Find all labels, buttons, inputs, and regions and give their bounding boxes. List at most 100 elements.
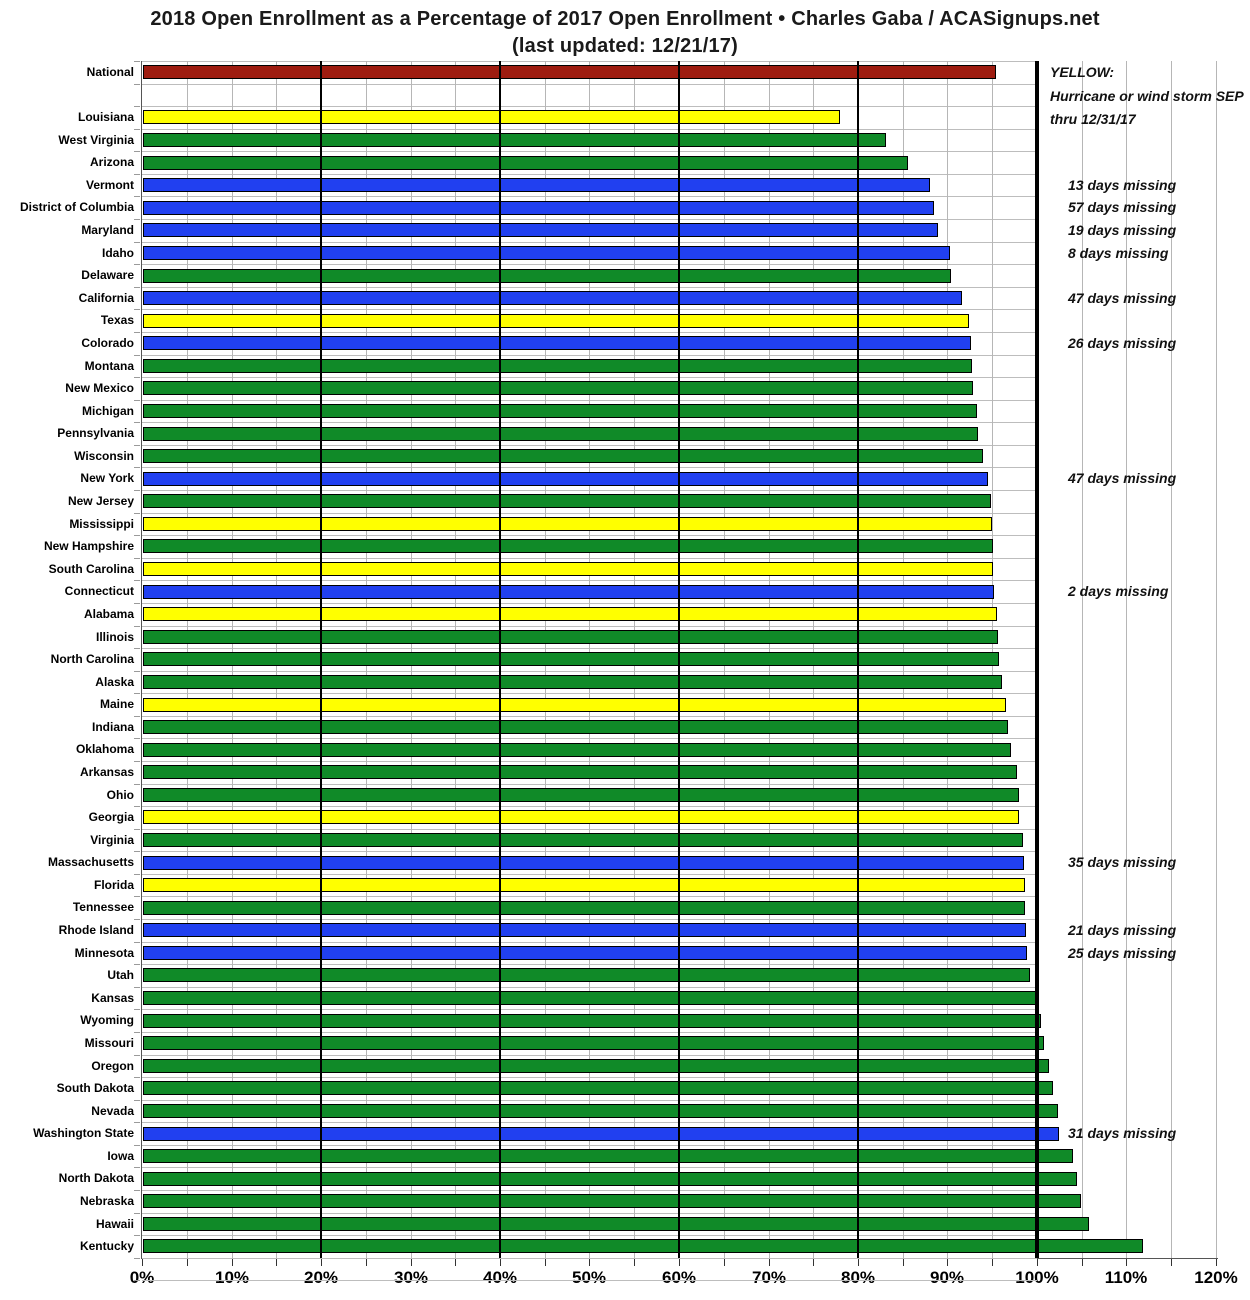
y-axis-tick (134, 467, 140, 468)
state-label-delaware: Delaware (81, 268, 134, 282)
bar-michigan (143, 404, 977, 418)
bar-mississippi (143, 517, 992, 531)
bar-georgia (143, 810, 1019, 824)
x-axis-tick-15pct (276, 1259, 277, 1266)
legend-line-1: YELLOW: (1050, 64, 1115, 80)
x-axis-tick-110pct (1126, 1259, 1127, 1266)
state-label-minnesota: Minnesota (74, 946, 134, 960)
state-label-rhode-island: Rhode Island (58, 923, 134, 937)
y-axis-tick (134, 829, 140, 830)
state-label-north-carolina: North Carolina (50, 652, 134, 666)
y-axis-tick (134, 671, 140, 672)
y-axis-tick (134, 1077, 140, 1078)
legend-line-2: Hurricane or wind storm SEP (1050, 87, 1244, 104)
x-axis-label-30pct: 30% (393, 1268, 429, 1287)
bar-connecticut (143, 585, 994, 599)
plot-area: YELLOW: Hurricane or wind storm SEP thru… (134, 61, 1244, 1281)
state-label-new-york: New York (80, 471, 134, 485)
bar-south-carolina (143, 562, 993, 576)
y-axis-tick (134, 580, 140, 581)
y-axis-tick (134, 1122, 140, 1123)
state-label-missouri: Missouri (84, 1036, 134, 1050)
state-label-oklahoma: Oklahoma (75, 742, 134, 756)
y-axis-tick (134, 648, 140, 649)
bar-south-dakota (143, 1081, 1053, 1095)
annotation-vermont-days-missing: 13 days missing (1068, 177, 1177, 193)
state-label-virginia: Virginia (90, 833, 134, 847)
y-axis-state-labels: National Louisiana West Virginia Arizona Ver… (0, 61, 134, 1258)
state-label-hawaii: Hawaii (95, 1217, 134, 1231)
gridline-105pct (1082, 61, 1083, 1258)
x-axis-tick-25pct (366, 1259, 367, 1266)
y-axis-tick (134, 806, 140, 807)
annotation-district-of-columbia-days-missing: 57 days missing (1068, 199, 1177, 215)
bar-new-mexico (143, 381, 973, 395)
bar-california (143, 291, 962, 305)
y-axis-tick (134, 445, 140, 446)
bar-pennsylvania (143, 427, 978, 441)
state-label-alaska: Alaska (95, 675, 134, 689)
bar-hawaii (143, 1217, 1089, 1231)
bar-new-york (143, 472, 988, 486)
bar-colorado (143, 336, 971, 350)
annotation-connecticut-days-missing: 2 days missing (1068, 583, 1169, 599)
state-label-district-of-columbia: District of Columbia (19, 200, 134, 214)
y-axis-tick (134, 1235, 140, 1236)
bar-washington-state (143, 1127, 1059, 1141)
state-label-alabama: Alabama (83, 607, 134, 621)
x-axis-tick-75pct (813, 1259, 814, 1266)
state-label-west-virginia: West Virginia (58, 133, 134, 147)
y-axis-tick (134, 1055, 140, 1056)
bar-north-carolina (143, 652, 999, 666)
x-axis-tick-85pct (903, 1259, 904, 1266)
x-axis-tick-45pct (545, 1259, 546, 1266)
gridline-major-60pct (678, 61, 680, 1258)
x-axis-tick-55pct (634, 1259, 635, 1266)
x-axis-tick-95pct (992, 1259, 993, 1266)
bar-new-jersey (143, 494, 991, 508)
bar-iowa (143, 1149, 1073, 1163)
annotation-massachusetts-days-missing: 35 days missing (1068, 854, 1177, 870)
y-axis-tick (134, 287, 140, 288)
x-axis-tick-90pct (947, 1259, 948, 1266)
bar-virginia (143, 833, 1023, 847)
state-label-nebraska: Nebraska (79, 1194, 134, 1208)
reference-line-100pct (1035, 61, 1039, 1258)
y-axis-tick (134, 1167, 140, 1168)
annotation-washington-state-days-missing: 31 days missing (1068, 1125, 1177, 1141)
state-label-nevada: Nevada (91, 1104, 134, 1118)
state-label-oregon: Oregon (91, 1059, 134, 1073)
y-axis-tick (134, 896, 140, 897)
y-axis-tick (134, 1280, 140, 1281)
bar-ohio (143, 788, 1019, 802)
row-gridline (142, 1280, 1037, 1281)
state-label-south-carolina: South Carolina (48, 562, 134, 576)
x-axis-tick-20pct (321, 1259, 322, 1266)
x-axis-tick-0pct (142, 1259, 143, 1266)
y-axis-tick (134, 942, 140, 943)
bar-wyoming (143, 1014, 1041, 1028)
chart-title: 2018 Open Enrollment as a Percentage of … (150, 8, 1100, 30)
state-label-wisconsin: Wisconsin (74, 449, 134, 463)
annotation-california-days-missing: 47 days missing (1068, 290, 1177, 306)
state-label-pennsylvania: Pennsylvania (57, 426, 134, 440)
bar-vermont (143, 178, 930, 192)
state-label-national: National (86, 65, 134, 79)
y-axis-tick (134, 874, 140, 875)
bar-montana (143, 359, 972, 373)
bar-rhode-island (143, 923, 1026, 937)
x-axis-tick-30pct (411, 1259, 412, 1266)
x-axis: 0% 10% 20% 30% 40% 50% 60% 70% 80% 90% 100% 110% 120… (130, 1258, 1238, 1298)
y-axis-tick (134, 242, 140, 243)
x-axis-tick-50pct (589, 1259, 590, 1266)
y-axis-tick (134, 919, 140, 920)
bar-louisiana (143, 110, 840, 124)
y-axis-tick (134, 558, 140, 559)
bar-maine (143, 698, 1006, 712)
y-axis-tick (134, 174, 140, 175)
y-axis-tick (134, 535, 140, 536)
state-label-kansas: Kansas (91, 991, 134, 1005)
bar-texas (143, 314, 969, 328)
bar-florida (143, 878, 1025, 892)
bar-illinois (143, 630, 998, 644)
